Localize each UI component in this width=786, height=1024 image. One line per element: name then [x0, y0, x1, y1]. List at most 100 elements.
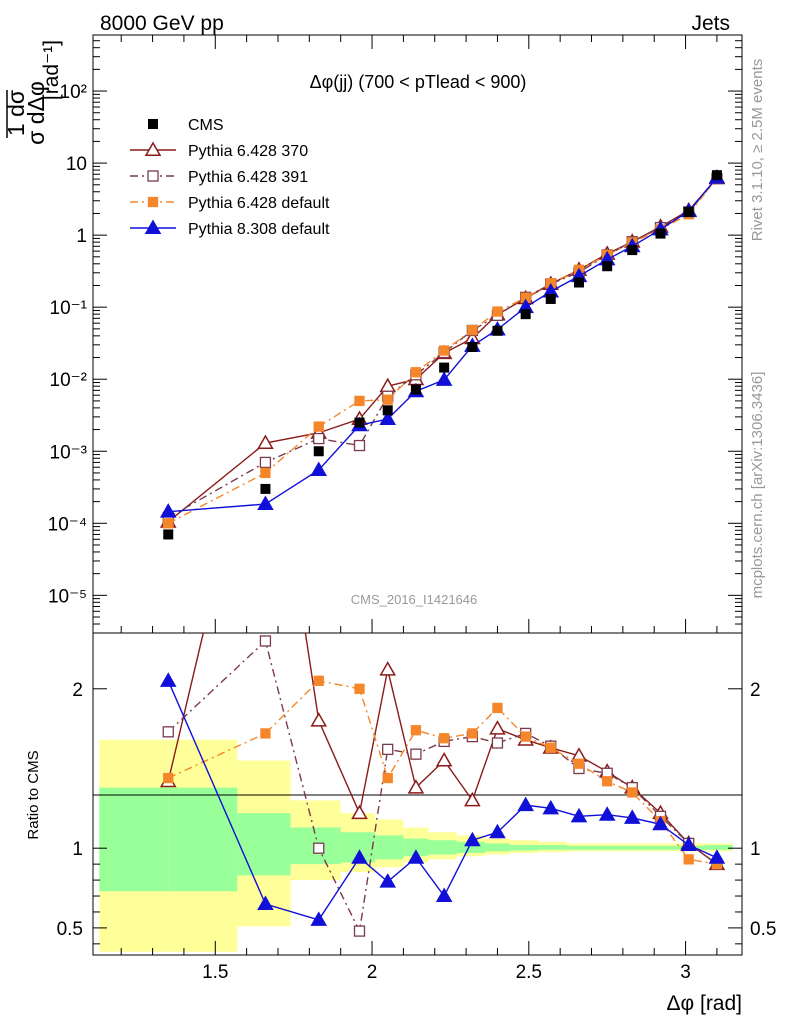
header-left: 8000 GeV pp	[100, 12, 224, 35]
y-tick-label-main-5: 1	[76, 226, 87, 247]
series-point-main-3-2	[310, 461, 328, 476]
series-point-main-2-0	[163, 518, 174, 529]
y-axis-label-ratio: Ratio to CMS	[25, 750, 42, 839]
series-point-main-1-2	[313, 432, 325, 445]
data-point-5	[410, 384, 421, 395]
band-inner-1	[168, 787, 238, 892]
chart-title: Δφ(jj) (700 < pTlead < 900)	[310, 72, 527, 92]
band-inner-15	[647, 845, 677, 850]
y-tick-label-main-4: 10⁻¹	[50, 298, 88, 319]
series-point-ratio-3-13	[623, 809, 641, 824]
series-point-ratio-2-5	[410, 725, 422, 736]
series-point-ratio-1-0	[162, 726, 174, 738]
band-inner-0	[99, 787, 169, 892]
series-point-main-1-1	[259, 456, 272, 469]
series-point-ratio-3-15	[680, 836, 697, 852]
series-point-ratio-0-3	[351, 804, 368, 820]
series-point-ratio-2-11	[573, 758, 585, 769]
series-point-ratio-2-6	[438, 733, 450, 744]
band-inner-10	[509, 845, 539, 851]
legend-item-2: Pythia 6.428 default	[130, 195, 330, 212]
series-point-ratio-2-8	[492, 702, 503, 714]
series-point-ratio-2-13	[627, 787, 638, 798]
series-point-main-3-0	[159, 503, 177, 518]
x-tick-label-1: 2	[367, 962, 378, 983]
series-point-main-2-6	[438, 345, 450, 356]
series-point-ratio-1-4	[382, 743, 394, 756]
y-tick-label-ratio-1: 1	[72, 839, 83, 860]
series-point-ratio-3-0	[159, 672, 177, 687]
series-point-ratio-0-4	[379, 661, 397, 676]
legend-label-3: Pythia 8.308 default	[188, 221, 330, 238]
data-point-0	[163, 529, 174, 540]
series-point-ratio-3-2	[310, 911, 328, 926]
series-point-ratio-3-8	[489, 823, 506, 839]
band-inner-9	[484, 843, 510, 852]
series-point-main-1-3	[353, 439, 366, 452]
series-point-ratio-2-1	[260, 728, 271, 739]
x-tick-label-2: 2.5	[516, 962, 542, 983]
data-point-4	[382, 405, 393, 416]
y-tick-label-main-7: 10²	[60, 82, 87, 103]
legend-label-0: Pythia 6.428 370	[188, 143, 308, 160]
series-point-ratio-1-5	[410, 748, 422, 760]
series-point-ratio-0-7	[464, 791, 481, 807]
series-point-ratio-2-4	[382, 772, 393, 784]
data-point-2	[313, 446, 324, 457]
series-point-ratio-2-15	[683, 854, 694, 865]
series-point-ratio-2-9	[520, 731, 531, 742]
legend-marker-3	[144, 219, 162, 234]
chart-watermark: CMS_2016_I1421646	[351, 592, 478, 607]
x-tick-label-3: 3	[680, 962, 691, 983]
data-point-6	[439, 362, 450, 373]
legend-item-3: Pythia 8.308 default	[130, 219, 330, 238]
svg-text:[rad⁻¹]: [rad⁻¹]	[40, 40, 63, 100]
data-point-15	[683, 206, 694, 217]
legend-item-1: Pythia 6.428 391	[130, 169, 308, 186]
y-tick-label-main-2: 10⁻³	[50, 442, 88, 463]
y-tick-label-ratio-0: 0.5	[57, 919, 83, 940]
series-point-ratio-3-4	[379, 873, 397, 888]
x-tick-label-0: 1.5	[202, 962, 228, 983]
header-right: Jets	[691, 12, 730, 35]
band-inner-5	[375, 835, 404, 860]
series-point-main-3-6	[435, 371, 453, 386]
series-point-ratio-2-10	[545, 742, 556, 753]
y-tick-label-ratio-right-1: 1	[750, 839, 761, 860]
series-point-ratio-2-0	[163, 772, 174, 784]
series-point-main-2-8	[492, 306, 503, 317]
series-point-ratio-2-7	[467, 728, 478, 739]
x-axis-label: Δφ [rad]	[667, 992, 743, 1015]
series-point-ratio-3-5	[407, 849, 425, 864]
y-tick-label-main-1: 10⁻⁴	[48, 514, 87, 535]
series-point-ratio-3-14	[652, 815, 669, 831]
band-inner-2	[237, 813, 291, 876]
legend-label-data: CMS	[188, 117, 224, 134]
series-point-main-2-5	[410, 367, 422, 378]
series-point-main-2-2	[313, 421, 324, 432]
legend-marker-data	[148, 119, 158, 129]
legend-marker-0	[144, 141, 162, 156]
series-line-ratio-1	[167, 639, 718, 934]
y-tick-label-main-0: 10⁻⁵	[48, 586, 87, 607]
data-point-11	[573, 277, 584, 288]
legend-item-data: CMS	[148, 117, 224, 134]
series-point-ratio-1-1	[259, 635, 272, 647]
band-inner-14	[619, 845, 648, 850]
series-point-ratio-0-2	[310, 712, 328, 727]
y-tick-label-main-3: 10⁻²	[50, 370, 88, 391]
side-label-mcplots: mcplots.cern.ch [arXiv:1306.3436]	[749, 372, 766, 599]
series-point-main-2-3	[354, 395, 365, 407]
series-point-ratio-0-6	[435, 752, 453, 767]
ratio-plot-frame	[92, 632, 743, 956]
legend: CMS Pythia 6.428 370 Pythia 6.428 391 Pythi…	[130, 117, 330, 238]
data-point-7	[467, 342, 478, 353]
series-point-ratio-3-6	[435, 887, 453, 903]
series-point-ratio-1-2	[313, 842, 325, 854]
series-point-main-0-1	[257, 434, 274, 450]
band-inner-17	[704, 845, 733, 850]
data-series-cms	[163, 170, 722, 540]
svg-text:σ dΔφ: σ dΔφ	[23, 81, 49, 145]
series-point-ratio-1-3	[353, 925, 366, 937]
